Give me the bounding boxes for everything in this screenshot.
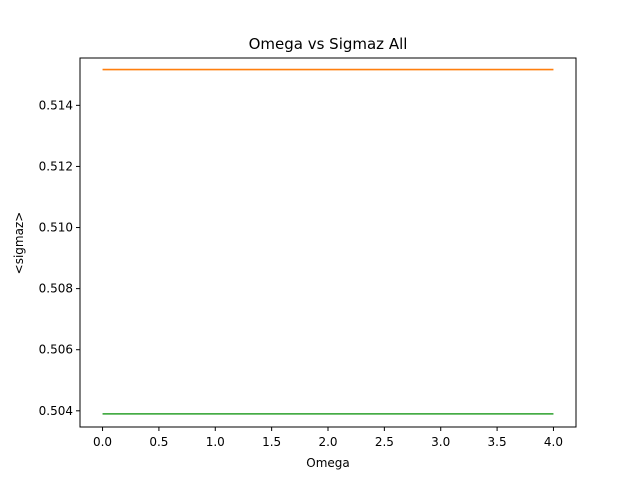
x-tick-label: 4.0 xyxy=(544,435,563,449)
y-axis-ticks: 0.504 0.506 0.508 0.510 0.512 0.514 xyxy=(39,98,80,418)
y-axis-label: <sigmaz> xyxy=(12,212,26,275)
x-tick-label: 3.5 xyxy=(488,435,507,449)
y-tick-label: 0.504 xyxy=(39,404,73,418)
x-tick-label: 1.0 xyxy=(206,435,225,449)
x-axis-label: Omega xyxy=(306,456,350,470)
x-tick-label: 3.0 xyxy=(431,435,450,449)
chart-title: Omega vs Sigmaz All xyxy=(249,35,408,53)
y-tick-label: 0.506 xyxy=(39,343,73,357)
y-tick-label: 0.510 xyxy=(39,221,73,235)
y-tick-label: 0.512 xyxy=(39,159,73,173)
x-tick-label: 2.5 xyxy=(375,435,394,449)
series-layer xyxy=(102,68,554,415)
y-tick-label: 0.508 xyxy=(39,282,73,296)
x-tick-label: 0.5 xyxy=(149,435,168,449)
y-tick-label: 0.514 xyxy=(39,98,73,112)
x-axis-ticks: 0.0 0.5 1.0 1.5 2.0 2.5 3.0 3.5 4.0 xyxy=(93,427,563,449)
x-tick-label: 2.0 xyxy=(318,435,337,449)
x-tick-label: 1.5 xyxy=(262,435,281,449)
x-tick-label: 0.0 xyxy=(93,435,112,449)
